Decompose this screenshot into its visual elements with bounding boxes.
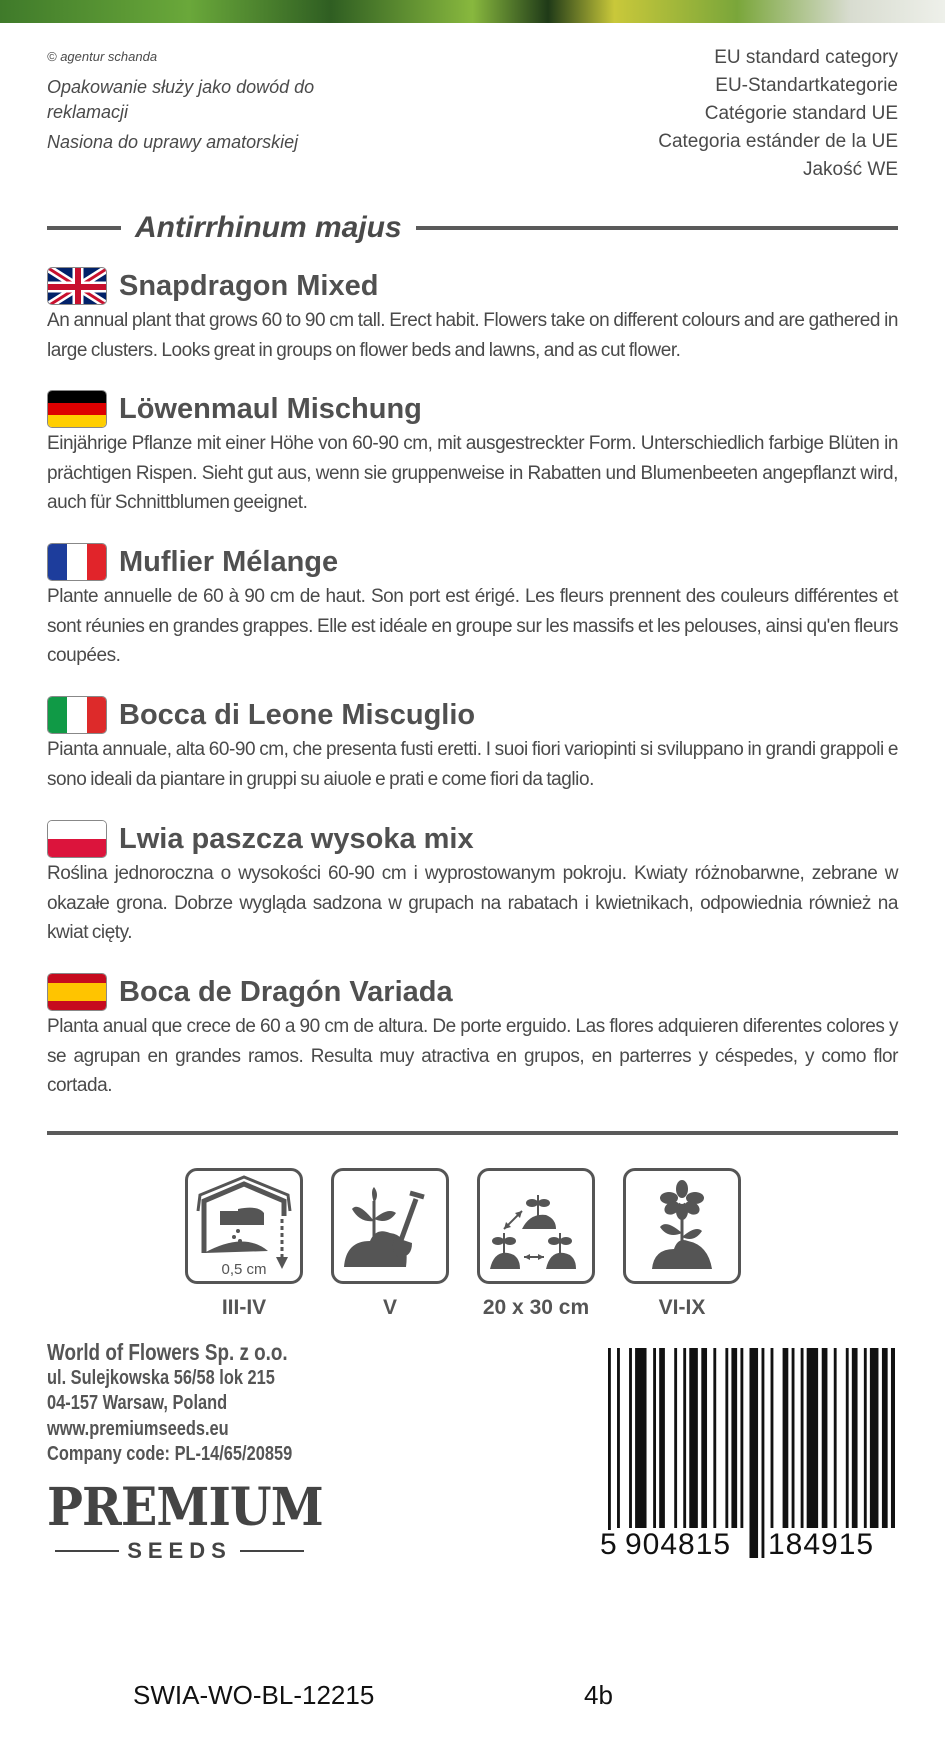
barcode-bar — [713, 1348, 717, 1528]
sowing-months: III-IV — [221, 1296, 267, 1319]
barcode-bar — [770, 1348, 774, 1528]
barcode-bar — [851, 1348, 858, 1528]
section-description: Planta anual que crece de 60 a 90 cm de … — [47, 1016, 898, 1096]
barcode-bar — [683, 1348, 687, 1528]
description-section-it: Bocca di Leone Miscuglio Pianta annuale, … — [47, 695, 898, 794]
barcode: 5 904815 184915 — [598, 1348, 903, 1561]
eu-category-fr: Catégorie standard UE — [704, 103, 898, 124]
spain-flag — [47, 973, 107, 1011]
company-name: World of Flowers Sp. z o.o. — [47, 1339, 288, 1365]
section-title-text: Snapdragon Mixed — [119, 269, 379, 302]
planting-months: V — [382, 1296, 397, 1319]
company-website[interactable]: www.premiumseeds.eu — [47, 1417, 229, 1440]
section-title-text: Bocca di Leone Miscuglio — [119, 698, 476, 731]
barcode-bar — [821, 1348, 828, 1528]
header-photo-strip — [0, 0, 945, 23]
barcode-bar — [881, 1348, 888, 1528]
rule-left — [47, 226, 121, 230]
eu-category-es: Categoria estánder de la UE — [658, 131, 898, 152]
flowering-months: VI-IX — [658, 1296, 706, 1319]
logo-premium: PREMIUM — [47, 1477, 324, 1538]
barcode-bar — [890, 1348, 897, 1528]
section-title: Löwenmaul Mischung — [47, 389, 898, 429]
section-title: Muflier Mélange — [47, 542, 898, 582]
barcode-bar — [725, 1348, 729, 1528]
barcode-bar — [869, 1348, 879, 1528]
barcode-bar — [806, 1348, 819, 1528]
flowering-icon — [623, 1168, 741, 1284]
barcode-digits: 5 — [600, 1528, 618, 1558]
spacing-value: 20 x 30 cm — [482, 1296, 590, 1319]
barcode-bar — [701, 1348, 708, 1528]
section-description: Einjährige Pflanze mit einer Höhe von 60… — [47, 433, 898, 513]
barcode-bar — [740, 1348, 744, 1528]
barcode-bar — [635, 1348, 647, 1528]
planting-out-icon — [331, 1168, 449, 1284]
product-code: SWIA-WO-BL-12215 — [133, 1680, 375, 1710]
barcode-bar — [761, 1348, 765, 1558]
barcode-bar — [782, 1348, 789, 1528]
barcode-bar — [845, 1348, 849, 1528]
eu-category-pl: Jakość WE — [802, 159, 898, 180]
description-section-de: Löwenmaul Mischung Einjährige Pflanze mit… — [47, 389, 898, 518]
barcode-bar — [617, 1348, 620, 1528]
variant-code: 4b — [584, 1680, 613, 1710]
description-section-fr: Muflier Mélange Plante annuelle de 60 à 9… — [47, 542, 898, 671]
barcode-bar — [800, 1348, 804, 1528]
rule-right — [415, 226, 898, 230]
france-flag — [47, 543, 107, 581]
copyright: © agentur schanda — [47, 49, 158, 64]
uk-flag — [47, 267, 107, 305]
latin-name-heading: Antirrhinum majus — [47, 208, 898, 248]
poland-flag — [47, 820, 107, 858]
section-description: Pianta annuale, alta 60-90 cm, che prese… — [47, 739, 898, 790]
barcode-bar — [791, 1348, 795, 1528]
barcode-bar — [749, 1348, 759, 1558]
section-title: Lwia paszcza wysoka mix — [47, 819, 898, 859]
barcode-bar — [863, 1348, 867, 1528]
company-info: World of Flowers Sp. z o.o. ul. Sulejkow… — [47, 1339, 293, 1468]
latin-name: Antirrhinum majus — [135, 211, 402, 244]
section-title: Snapdragon Mixed — [47, 266, 898, 306]
section-title-text: Muflier Mélange — [119, 545, 339, 578]
eu-category-en: EU standard category — [714, 47, 898, 68]
section-title: Boca de Dragón Variada — [47, 972, 898, 1012]
barcode-bar — [653, 1348, 657, 1528]
barcode-bar — [731, 1348, 738, 1528]
note-complaint: Opakowanie służy jako dowód do reklamacj… — [47, 77, 315, 122]
eu-category-de: EU-Standartkategorie — [715, 75, 898, 96]
section-description: An annual plant that grows 60 to 90 cm t… — [47, 310, 898, 361]
eu-category: EU standard category EU-Standartkategori… — [498, 44, 898, 184]
barcode-bar — [629, 1348, 632, 1528]
divider — [47, 1131, 898, 1135]
company-address-city: 04-157 Warsaw, Poland — [47, 1392, 228, 1414]
description-section-es: Boca de Dragón Variada Planta anual que c… — [47, 972, 898, 1101]
barcode-bar — [608, 1348, 611, 1558]
logo-seeds: SEEDS — [127, 1538, 232, 1563]
section-title-text: Boca de Dragón Variada — [119, 975, 453, 1008]
description-section-en: Snapdragon Mixed An annual plant that gro… — [47, 266, 898, 365]
barcode-digits: 904815 — [625, 1528, 731, 1558]
section-description: Roślina jednoroczna o wysokości 60-90 cm… — [47, 863, 898, 943]
germany-flag — [47, 390, 107, 428]
section-title: Bocca di Leone Miscuglio — [47, 695, 898, 735]
spacing-icon — [477, 1168, 595, 1284]
left-notes: © agentur schanda Opakowanie służy jako … — [47, 44, 377, 160]
section-title-text: Lwia paszcza wysoka mix — [119, 822, 474, 855]
company-code: Company code: PL-14/65/20859 — [47, 1443, 293, 1465]
note-amateur: Nasiona do uprawy amatorskiej — [47, 132, 299, 152]
description-section-pl: Lwia paszcza wysoka mix Roślina jednorocz… — [47, 819, 898, 948]
barcode-bar — [833, 1348, 837, 1528]
section-title-text: Löwenmaul Mischung — [119, 392, 422, 425]
premium-seeds-logo: PREMIUM SEEDS — [47, 1477, 324, 1564]
sowing-under-cover-icon: 0,5 cm — [185, 1168, 303, 1284]
barcode-bar — [689, 1348, 698, 1528]
barcode-bar — [674, 1348, 678, 1528]
italy-flag — [47, 696, 107, 734]
sowing-depth-label: 0,5 cm — [221, 1261, 266, 1278]
barcode-digits: 184915 — [768, 1528, 874, 1558]
section-description: Plante annuelle de 60 à 90 cm de haut. S… — [47, 586, 898, 666]
barcode-bar — [659, 1348, 665, 1528]
company-address-street: ul. Sulejkowska 56/58 lok 215 — [47, 1366, 275, 1389]
